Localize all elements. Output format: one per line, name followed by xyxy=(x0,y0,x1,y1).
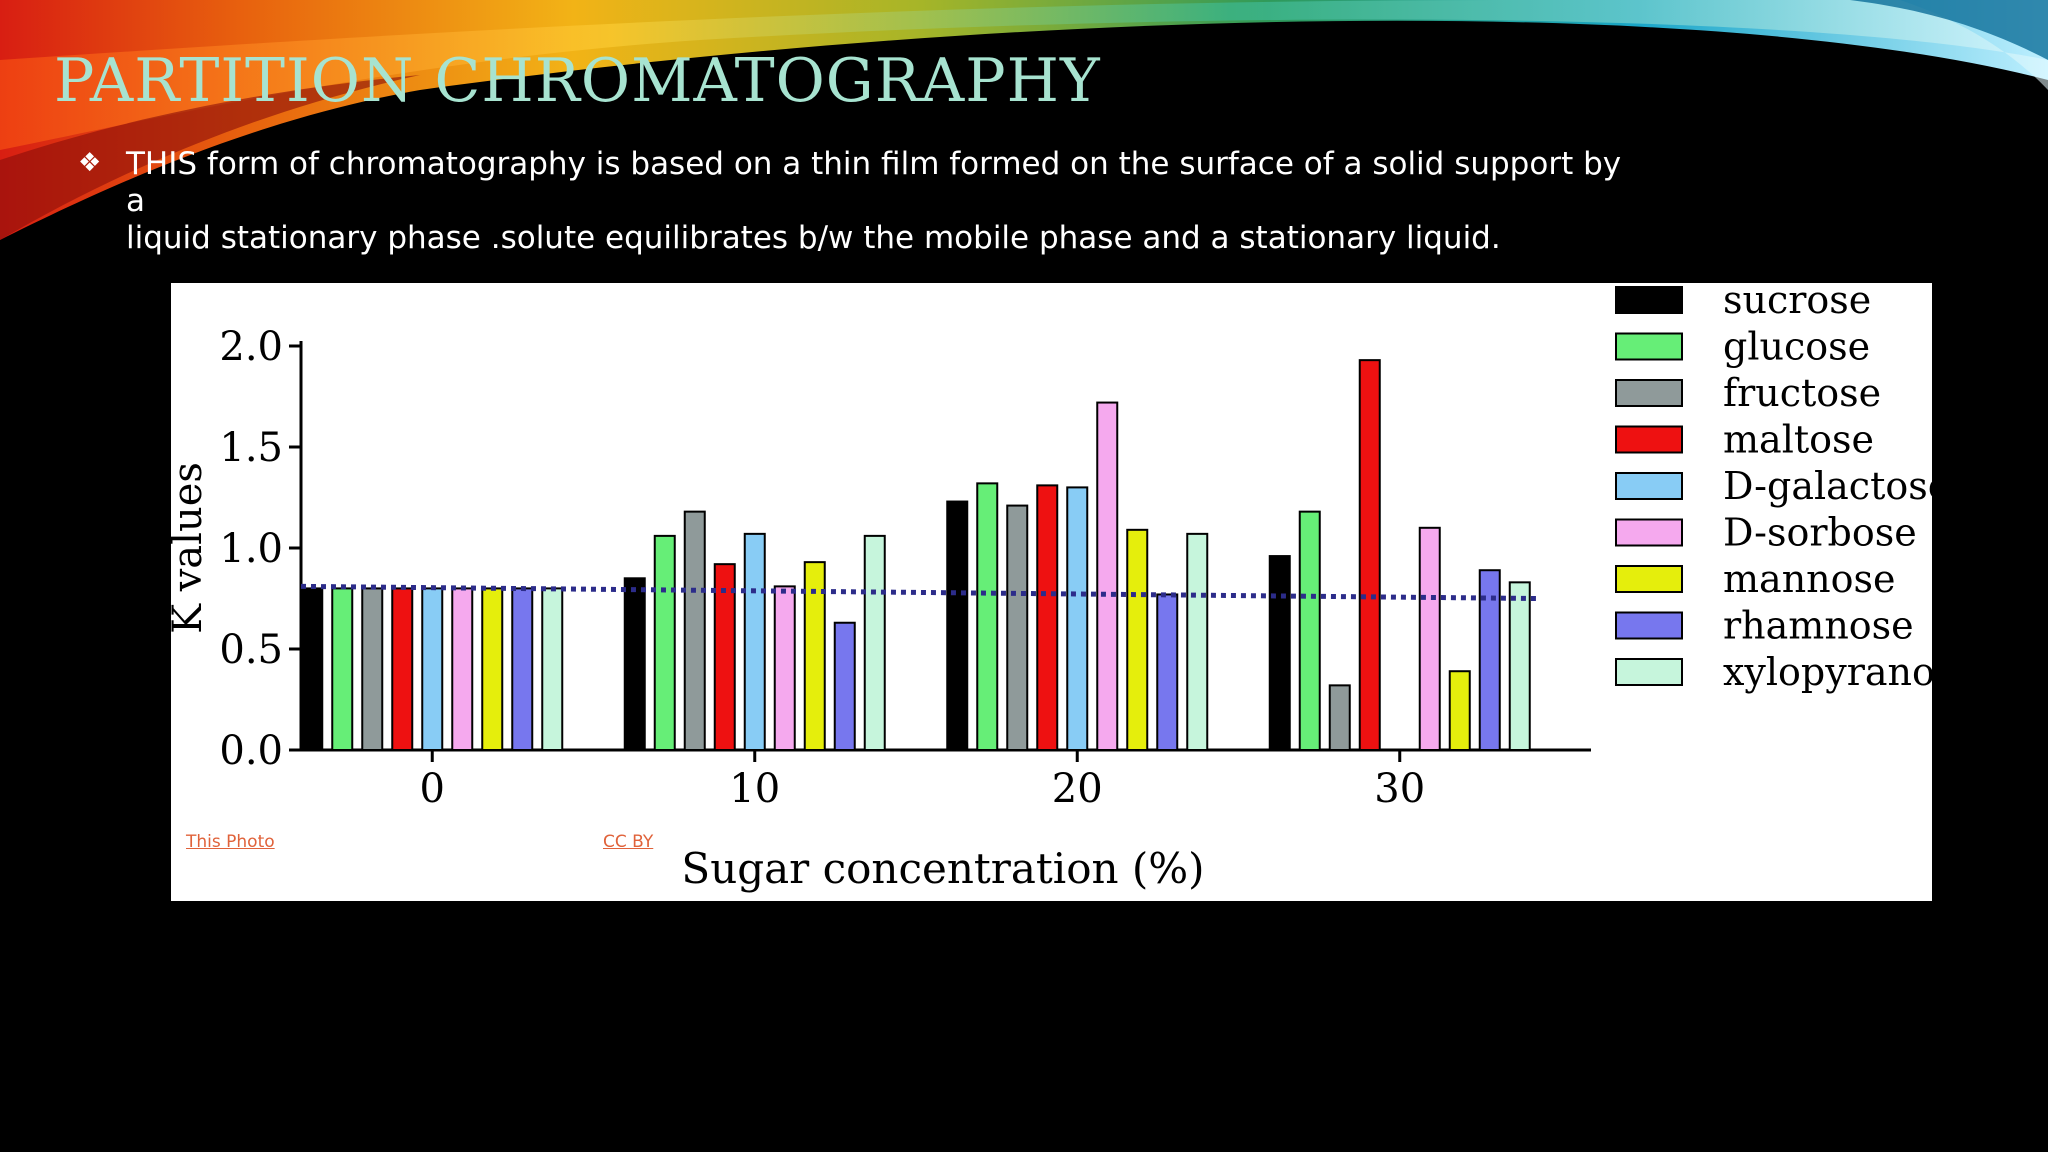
bar-rhamnose-0 xyxy=(511,587,534,751)
legend-swatch xyxy=(1615,611,1683,640)
x-tick-label: 20 xyxy=(1052,766,1103,812)
legend-swatch xyxy=(1615,472,1683,500)
bar-glucose-30 xyxy=(1298,510,1321,751)
bar-fructose-20 xyxy=(1006,504,1029,751)
bar-rhamnose-20 xyxy=(1156,593,1179,751)
legend-swatch xyxy=(1615,565,1683,593)
legend-label: rhamnose xyxy=(1723,604,1914,648)
bullet-text-line-1: THIS form of chromatography is based on … xyxy=(126,146,1622,219)
bar-xylopyranose-10 xyxy=(863,534,886,751)
x-tick-label: 30 xyxy=(1374,766,1425,812)
y-tick-label: 0.0 xyxy=(219,728,283,774)
bar-sucrose-20 xyxy=(946,500,969,751)
bar-maltose-10 xyxy=(713,563,736,751)
trend-line xyxy=(300,583,1538,601)
bar-mannose-30 xyxy=(1448,670,1471,751)
bar-mannose-0 xyxy=(481,587,504,751)
legend-swatch xyxy=(1615,658,1683,686)
bullet-text-line-2: liquid stationary phase .solute equilibr… xyxy=(126,220,1501,256)
legend-label: glucose xyxy=(1723,325,1870,369)
slide-title: PARTITION CHROMATOGRAPHY xyxy=(54,46,1101,116)
legend-swatch xyxy=(1615,518,1683,547)
legend-label: fructose xyxy=(1723,371,1881,415)
y-tick-label: 1.5 xyxy=(219,425,283,471)
diamond-bullet-icon: ❖ xyxy=(78,148,102,178)
legend-label: D-galactose xyxy=(1723,464,1932,508)
y-tick-label: 1.0 xyxy=(219,526,283,572)
bar-fructose-10 xyxy=(683,510,706,751)
legend-label: mannose xyxy=(1723,557,1896,601)
bar-sucrose-0 xyxy=(301,587,324,751)
bar-d-sorbose-10 xyxy=(773,585,796,751)
bar-d-sorbose-30 xyxy=(1418,526,1441,751)
legend-label: maltose xyxy=(1723,418,1874,462)
bar-mannose-20 xyxy=(1126,528,1149,751)
bar-d-galactose-0 xyxy=(421,587,444,751)
bar-d-sorbose-20 xyxy=(1096,401,1119,751)
legend-label: D-sorbose xyxy=(1723,511,1917,555)
bar-glucose-20 xyxy=(976,482,999,752)
bar-xylopyranose-30 xyxy=(1508,581,1531,751)
k-values-bar-chart: 0.0 0.5 1.0 1.5 2.0 K values 0 10 20 30 Sugar conc… xyxy=(171,283,1932,893)
bar-rhamnose-10 xyxy=(833,621,856,751)
x-tick-label: 0 xyxy=(420,766,445,812)
chart-panel: 0.0 0.5 1.0 1.5 2.0 K values 0 10 20 30 Sugar conc… xyxy=(171,283,1932,901)
legend-swatch xyxy=(1615,425,1683,454)
bar-fructose-30 xyxy=(1328,684,1351,751)
bar-fructose-0 xyxy=(361,587,384,751)
bar-d-galactose-20 xyxy=(1066,486,1089,751)
license-link[interactable]: CC BY xyxy=(603,832,654,852)
bar-d-galactose-10 xyxy=(743,532,766,751)
bar-rhamnose-30 xyxy=(1478,569,1501,751)
legend-label: sucrose xyxy=(1723,283,1871,322)
legend-label: xylopyranose xyxy=(1723,650,1932,694)
legend-swatch xyxy=(1615,332,1683,361)
bar-glucose-0 xyxy=(331,587,354,751)
bar-mannose-10 xyxy=(803,561,826,752)
bar-maltose-0 xyxy=(391,587,414,751)
y-tick-label: 2.0 xyxy=(219,324,283,370)
bar-d-sorbose-0 xyxy=(451,587,474,751)
bar-xylopyranose-0 xyxy=(541,587,564,751)
bar-glucose-10 xyxy=(653,534,676,751)
bar-xylopyranose-20 xyxy=(1186,532,1209,751)
bar-maltose-30 xyxy=(1358,359,1381,751)
y-axis-label: K values xyxy=(171,462,211,634)
bar-sucrose-30 xyxy=(1268,555,1291,751)
x-axis-label: Sugar concentration (%) xyxy=(681,844,1204,893)
bullet-text: THIS form of chromatography is based on … xyxy=(126,146,1638,257)
legend-swatch xyxy=(1615,379,1683,407)
legend-swatch xyxy=(1615,286,1683,314)
photo-credit-link[interactable]: This Photo xyxy=(186,832,275,852)
decorative-swoosh xyxy=(0,0,2048,240)
bar-maltose-20 xyxy=(1036,484,1059,751)
bar-sucrose-10 xyxy=(623,577,646,751)
x-tick-label: 10 xyxy=(729,766,780,812)
y-tick-label: 0.5 xyxy=(219,627,283,673)
